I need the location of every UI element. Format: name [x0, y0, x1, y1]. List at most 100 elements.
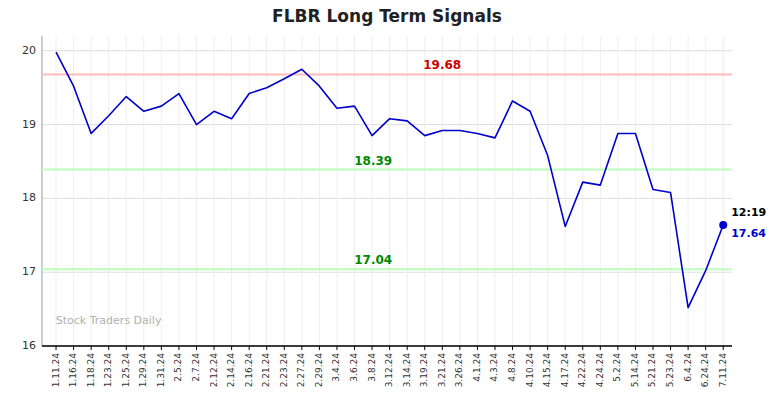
last-point [719, 221, 727, 229]
reference-line [42, 73, 732, 75]
grid-line [42, 198, 732, 199]
x-tick [143, 346, 144, 350]
x-tick-label: 3.12.24 [384, 353, 394, 388]
x-tick [635, 346, 636, 350]
x-tick [161, 346, 162, 350]
reference-line [42, 169, 732, 171]
grid-line [73, 36, 74, 346]
x-tick-label: 3.14.24 [402, 353, 412, 388]
grid-line [42, 272, 732, 273]
x-tick-label: 3.21.24 [437, 353, 447, 388]
x-tick [354, 346, 355, 350]
x-tick-label: 2.5.24 [173, 353, 183, 382]
x-tick-label: 2.14.24 [226, 353, 236, 388]
x-tick-label: 3.8.24 [367, 353, 377, 382]
x-tick-label: 5.23.24 [665, 353, 675, 388]
x-axis-line [42, 345, 732, 347]
x-tick [301, 346, 302, 350]
grid-line [42, 124, 732, 125]
x-tick [688, 346, 689, 350]
x-tick-label: 4.10.24 [525, 353, 535, 388]
reference-label: 17.04 [354, 253, 392, 267]
grid-line [42, 50, 732, 51]
grid-line [231, 36, 232, 346]
last-price-label: 17.64 [731, 227, 766, 240]
x-tick [424, 346, 425, 350]
grid-line [688, 36, 689, 346]
grid-line [42, 346, 732, 347]
x-tick-label: 1.18.24 [86, 353, 96, 388]
x-tick-label: 1.23.24 [103, 353, 113, 388]
x-tick-label: 4.17.24 [560, 353, 570, 388]
x-tick-label: 2.7.24 [191, 353, 201, 382]
x-tick [336, 346, 337, 350]
x-tick-label: 5.21.24 [647, 353, 657, 388]
x-tick-label: 5.2.24 [612, 353, 622, 382]
x-tick-label: 4.24.24 [595, 353, 605, 388]
grid-line [459, 36, 460, 346]
grid-line [56, 36, 57, 346]
x-tick-label: 7.11.24 [718, 353, 728, 388]
grid-line [424, 36, 425, 346]
grid-line [266, 36, 267, 346]
x-tick [565, 346, 566, 350]
x-tick [56, 346, 57, 350]
reference-label: 19.68 [423, 58, 461, 72]
x-tick-label: 2.12.24 [209, 353, 219, 388]
grid-line [161, 36, 162, 346]
grid-line [196, 36, 197, 346]
grid-line [284, 36, 285, 346]
x-tick-label: 3.6.24 [349, 353, 359, 382]
x-tick [319, 346, 320, 350]
chart: FLBR Long Term Signals161718192019.6818.… [0, 0, 784, 398]
grid-line [389, 36, 390, 346]
x-tick-label: 1.11.24 [51, 353, 61, 388]
x-tick [477, 346, 478, 350]
grid-line [494, 36, 495, 346]
plot-area [42, 52, 732, 307]
x-tick-label: 4.8.24 [507, 353, 517, 382]
x-tick-label: 1.25.24 [121, 353, 131, 388]
x-tick-label: 2.27.24 [296, 353, 306, 388]
x-tick-label: 2.21.24 [261, 353, 271, 388]
x-tick [389, 346, 390, 350]
grid-line [565, 36, 566, 346]
x-tick [459, 346, 460, 350]
grid-line [670, 36, 671, 346]
reference-label: 18.39 [354, 154, 392, 168]
grid-line [372, 36, 373, 346]
grid-line [582, 36, 583, 346]
grid-line [336, 36, 337, 346]
x-tick-label: 3.4.24 [331, 353, 341, 382]
grid-line [178, 36, 179, 346]
x-tick [547, 346, 548, 350]
grid-line [91, 36, 92, 346]
x-tick [407, 346, 408, 350]
x-tick-label: 4.3.24 [489, 353, 499, 382]
x-tick [231, 346, 232, 350]
grid-line [600, 36, 601, 346]
x-tick-label: 3.26.24 [454, 353, 464, 388]
grid-line [652, 36, 653, 346]
x-tick [600, 346, 601, 350]
x-tick [214, 346, 215, 350]
y-axis-line [42, 36, 43, 346]
grid-line [635, 36, 636, 346]
x-tick-label: 6.24.24 [700, 353, 710, 388]
grid-line [547, 36, 548, 346]
x-tick [73, 346, 74, 350]
x-tick [178, 346, 179, 350]
grid-line [617, 36, 618, 346]
grid-line [354, 36, 355, 346]
grid-line [301, 36, 302, 346]
x-tick [442, 346, 443, 350]
grid-line [108, 36, 109, 346]
grid [42, 36, 732, 346]
x-tick [284, 346, 285, 350]
x-tick [582, 346, 583, 350]
x-tick [530, 346, 531, 350]
grid-line [319, 36, 320, 346]
x-tick [652, 346, 653, 350]
x-tick-label: 4.15.24 [542, 353, 552, 388]
x-tick [723, 346, 724, 350]
